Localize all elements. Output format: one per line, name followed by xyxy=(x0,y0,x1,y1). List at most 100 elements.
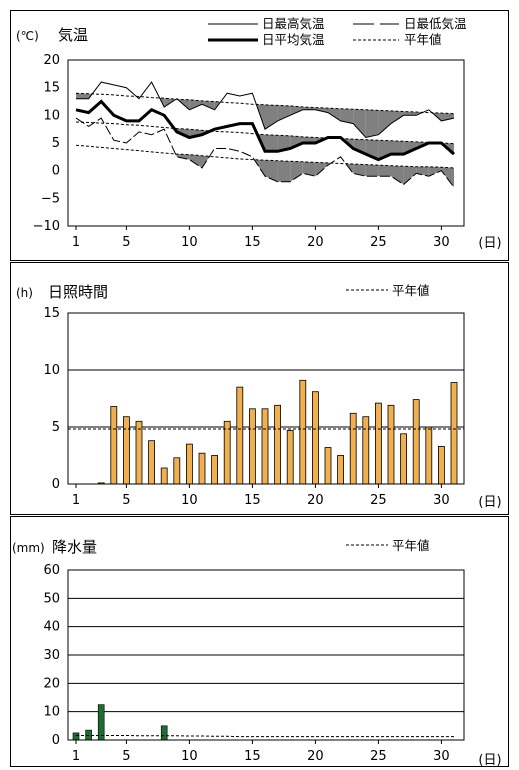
max-below-normal-shade xyxy=(391,110,404,124)
min-below-normal-shade xyxy=(353,164,366,177)
legend-normal-label: 平年値 xyxy=(404,32,442,47)
x-tick-label: 20 xyxy=(307,749,324,764)
legend-min-label: 日最低気温 xyxy=(404,16,467,31)
temperature-panel xyxy=(10,10,509,261)
sunshine-bar xyxy=(160,467,168,485)
sunshine-bar xyxy=(274,404,282,485)
max-below-normal-shade xyxy=(290,105,303,116)
sunshine-bar xyxy=(349,412,357,485)
sunshine-bar xyxy=(261,408,269,485)
x-tick-label: 15 xyxy=(244,493,261,508)
max-below-normal-shade xyxy=(353,109,366,138)
sunshine-unit: (h) xyxy=(16,286,33,300)
max-below-normal-shade xyxy=(315,107,328,113)
mean-below-normal-shade xyxy=(277,135,291,152)
max-below-normal-shade xyxy=(365,109,379,138)
y-tick-label: 0 xyxy=(52,164,60,179)
sunshine-bar xyxy=(248,408,256,485)
temperature-plot-frame xyxy=(67,59,465,227)
min-below-normal-shade xyxy=(428,166,442,177)
max-below-normal-shade xyxy=(340,108,354,124)
sunshine-bar xyxy=(123,416,130,485)
min-below-normal-shade xyxy=(290,161,303,182)
mean-below-normal-shade xyxy=(403,141,417,155)
max-below-normal-shade xyxy=(378,110,391,135)
x-tick-label: 10 xyxy=(181,235,198,250)
precipitation-unit: (mm) xyxy=(12,541,45,555)
normal-max-line xyxy=(75,92,455,115)
y-tick-label: 20 xyxy=(43,676,60,691)
y-tick-label: 20 xyxy=(43,53,60,68)
min-below-normal-shade xyxy=(365,164,379,177)
max-below-normal-shade xyxy=(189,99,202,110)
sunshine-bar xyxy=(412,399,420,485)
sunshine-bar xyxy=(437,445,445,485)
y-tick-label: 10 xyxy=(43,108,60,123)
precipitation-bar xyxy=(72,732,80,741)
x-tick-label: 20 xyxy=(307,493,324,508)
y-tick-label: 60 xyxy=(43,563,60,578)
x-tick-label: 1 xyxy=(72,235,80,250)
sunshine-title: 日照時間 xyxy=(48,283,108,301)
sunshine-bar xyxy=(362,416,370,485)
min-below-normal-shade xyxy=(189,154,202,168)
max-below-normal-shade xyxy=(265,104,278,130)
y-tick-label: 30 xyxy=(43,648,60,663)
temperature-unit: (℃) xyxy=(16,29,39,43)
min-below-normal-shade xyxy=(277,160,291,182)
precipitation-bar xyxy=(97,704,105,741)
sunshine-legend-normal-label: 平年値 xyxy=(392,283,430,298)
daily-mean-line xyxy=(75,99,455,162)
temperature-x-unit: (日) xyxy=(478,236,501,251)
sunshine-bar xyxy=(286,429,294,485)
sunshine-bar xyxy=(299,379,307,485)
min-below-normal-shade xyxy=(265,160,278,182)
x-tick-label: 5 xyxy=(122,749,130,764)
x-tick-label: 1 xyxy=(72,493,80,508)
sunshine-bar xyxy=(236,386,244,485)
sunshine-bar xyxy=(185,443,193,485)
legend-mean-label: 日平均気温 xyxy=(262,32,325,47)
normal-mean-line xyxy=(75,121,455,145)
x-tick-label: 5 xyxy=(122,235,130,250)
y-tick-label: −5 xyxy=(41,191,60,206)
mean-below-normal-shade xyxy=(353,139,366,155)
min-below-normal-shade xyxy=(315,162,328,177)
min-below-normal-shade xyxy=(416,166,429,177)
mean-below-normal-shade xyxy=(265,134,278,152)
max-below-normal-shade xyxy=(202,100,215,110)
sunshine-bar xyxy=(311,391,319,485)
sunshine-bar xyxy=(425,426,433,485)
precipitation-legend-normal-label: 平年値 xyxy=(392,538,430,553)
min-below-normal-shade xyxy=(176,154,190,160)
min-below-normal-shade xyxy=(403,166,417,185)
sunshine-bar xyxy=(173,457,181,485)
min-below-normal-shade xyxy=(175,154,177,157)
x-tick-label: 30 xyxy=(433,235,450,250)
y-tick-label: 5 xyxy=(52,420,60,435)
legend-max-label: 日最高気温 xyxy=(262,16,325,31)
sunshine-bar xyxy=(148,440,156,485)
mean-below-normal-shade xyxy=(391,140,404,155)
x-tick-label: 1 xyxy=(72,749,80,764)
max-below-normal-shade xyxy=(76,93,89,99)
y-tick-label: 5 xyxy=(52,136,60,151)
max-below-normal-shade xyxy=(277,105,291,121)
temperature-title: 気温 xyxy=(58,26,88,44)
y-tick-label: 0 xyxy=(52,733,60,748)
sunshine-bar xyxy=(110,406,118,485)
y-tick-label: 50 xyxy=(43,591,60,606)
sunshine-bar xyxy=(324,447,332,485)
x-tick-label: 20 xyxy=(307,235,324,250)
x-tick-label: 10 xyxy=(181,493,198,508)
y-tick-label: 10 xyxy=(43,705,60,720)
x-tick-label: 5 xyxy=(122,493,130,508)
x-tick-label: 25 xyxy=(370,493,387,508)
x-tick-label: 30 xyxy=(433,749,450,764)
x-tick-label: 30 xyxy=(433,493,450,508)
precipitation-x-unit: (日) xyxy=(478,753,501,768)
sunshine-bar xyxy=(198,452,206,485)
